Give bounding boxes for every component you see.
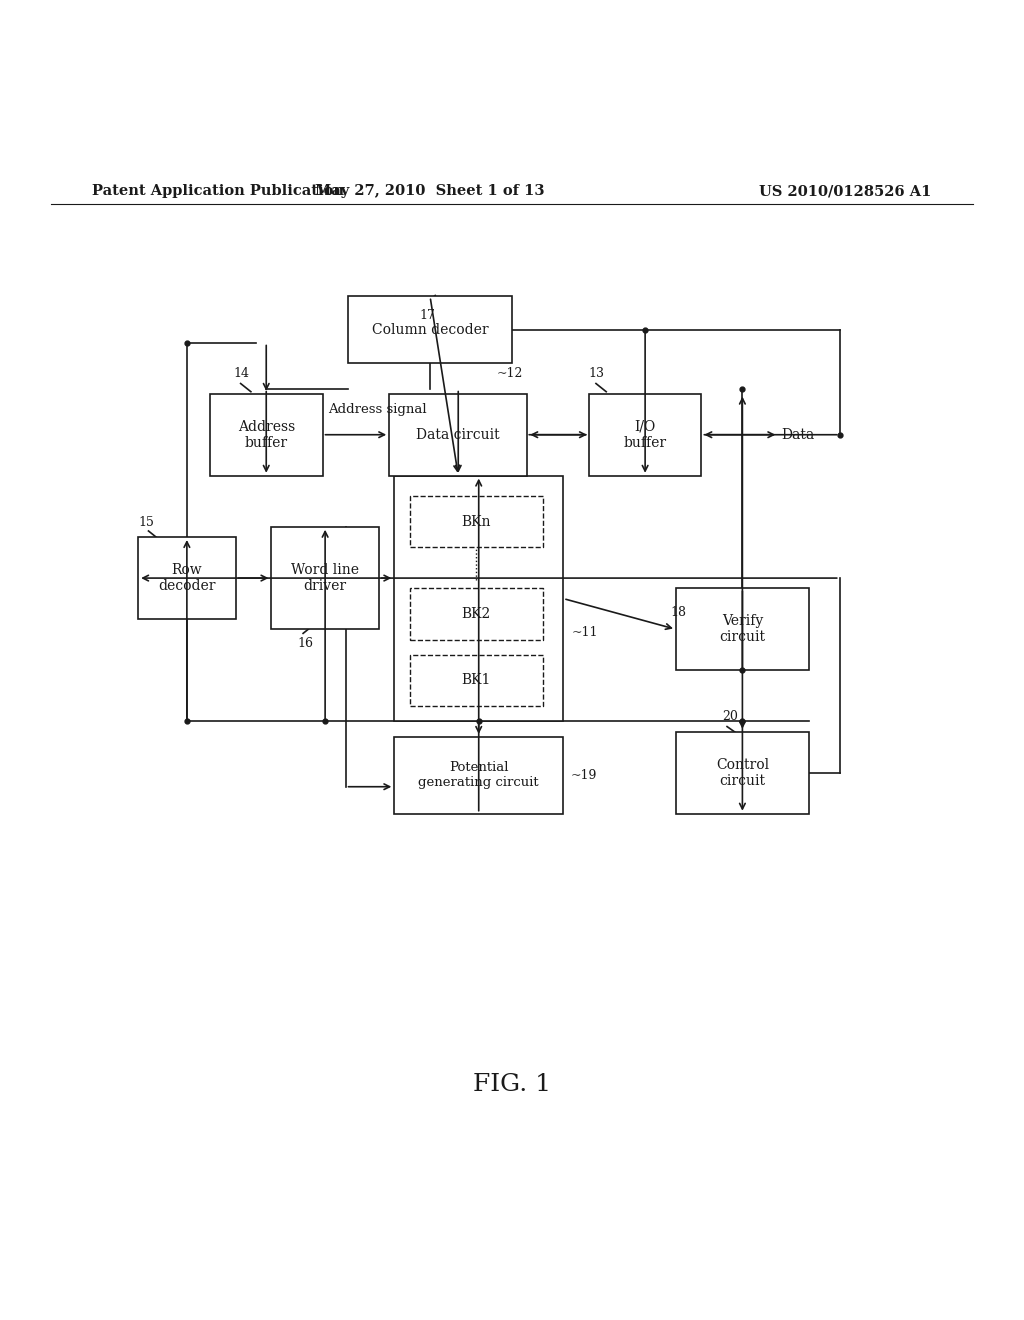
FancyBboxPatch shape [410, 589, 543, 639]
Text: Address signal: Address signal [328, 403, 426, 416]
FancyBboxPatch shape [271, 527, 379, 630]
Text: ~11: ~11 [571, 626, 598, 639]
Text: 18: 18 [671, 606, 687, 619]
Text: Column decoder: Column decoder [372, 323, 488, 337]
Text: May 27, 2010  Sheet 1 of 13: May 27, 2010 Sheet 1 of 13 [315, 183, 545, 198]
Text: BKn: BKn [462, 515, 490, 529]
Text: 14: 14 [233, 367, 250, 380]
Text: Potential
generating circuit: Potential generating circuit [419, 762, 539, 789]
Text: Data circuit: Data circuit [417, 428, 500, 442]
Text: BK1: BK1 [462, 673, 490, 688]
Text: Row
decoder: Row decoder [158, 562, 216, 593]
Text: 17: 17 [420, 309, 436, 322]
FancyBboxPatch shape [210, 393, 323, 475]
Text: 20: 20 [722, 710, 738, 723]
Text: 13: 13 [589, 367, 605, 380]
Text: Patent Application Publication: Patent Application Publication [92, 183, 344, 198]
Text: BK2: BK2 [462, 607, 490, 620]
FancyBboxPatch shape [676, 589, 809, 671]
Text: Data: Data [781, 428, 814, 442]
Text: I/O
buffer: I/O buffer [624, 420, 667, 450]
FancyBboxPatch shape [389, 393, 527, 475]
Text: Verify
circuit: Verify circuit [720, 614, 765, 644]
FancyBboxPatch shape [394, 475, 563, 722]
Text: 15: 15 [138, 516, 155, 529]
Text: FIG. 1: FIG. 1 [473, 1073, 551, 1097]
Text: ~19: ~19 [570, 770, 597, 783]
FancyBboxPatch shape [676, 731, 809, 813]
Text: Address
buffer: Address buffer [238, 420, 295, 450]
FancyBboxPatch shape [589, 393, 701, 475]
Text: Control
circuit: Control circuit [716, 758, 769, 788]
FancyBboxPatch shape [348, 297, 512, 363]
FancyBboxPatch shape [394, 737, 563, 813]
FancyBboxPatch shape [410, 496, 543, 548]
FancyBboxPatch shape [138, 537, 236, 619]
Text: ~12: ~12 [497, 367, 523, 380]
FancyBboxPatch shape [410, 655, 543, 706]
Text: Word line
driver: Word line driver [291, 562, 359, 593]
Text: US 2010/0128526 A1: US 2010/0128526 A1 [760, 183, 932, 198]
Text: 16: 16 [297, 638, 313, 651]
